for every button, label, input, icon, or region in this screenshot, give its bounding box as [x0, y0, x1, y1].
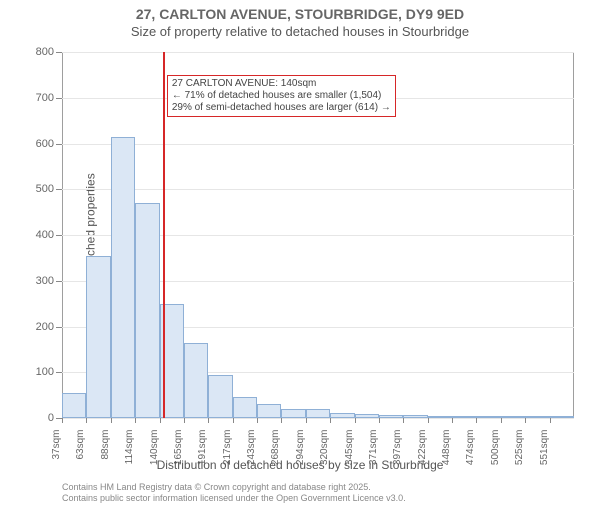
ytick [56, 235, 62, 236]
xtick [501, 418, 502, 423]
footer-line-2: Contains public sector information licen… [62, 493, 406, 504]
xtick [233, 418, 234, 423]
xtick [62, 418, 63, 423]
histogram-bar [135, 203, 159, 418]
annotation-line2: 29% of semi-detached houses are larger (… [172, 102, 391, 114]
annotation-label: 27 CARLTON AVENUE: 140sqm [172, 78, 391, 90]
histogram-bar [62, 393, 86, 418]
ytick-label: 700 [36, 92, 54, 104]
xtick [550, 418, 551, 423]
histogram-bar [208, 375, 232, 418]
gridline [62, 144, 574, 145]
xtick [403, 418, 404, 423]
ytick [56, 98, 62, 99]
plot-area: 010020030040050060070080037sqm63sqm88sqm… [62, 52, 574, 418]
histogram-bar [281, 409, 305, 418]
xtick [379, 418, 380, 423]
histogram-bar [355, 414, 379, 418]
ytick [56, 327, 62, 328]
gridline [62, 418, 574, 419]
footer-line-1: Contains HM Land Registry data © Crown c… [62, 482, 406, 493]
ytick [56, 281, 62, 282]
xtick [330, 418, 331, 423]
xtick [135, 418, 136, 423]
histogram-bar [330, 413, 354, 418]
ytick [56, 52, 62, 53]
ytick-label: 400 [36, 229, 54, 241]
chart-subtitle: Size of property relative to detached ho… [0, 24, 600, 39]
annotation-box: 27 CARLTON AVENUE: 140sqm← 71% of detach… [167, 75, 396, 117]
marker-line [163, 52, 165, 418]
xtick-label: 37sqm [51, 430, 62, 460]
xtick [86, 418, 87, 423]
ytick-label: 800 [36, 46, 54, 58]
ytick [56, 144, 62, 145]
ytick-label: 200 [36, 321, 54, 333]
histogram-bar [111, 137, 135, 418]
ytick-label: 300 [36, 275, 54, 287]
xtick [111, 418, 112, 423]
ytick-label: 100 [36, 366, 54, 378]
xtick [160, 418, 161, 423]
histogram-bar [184, 343, 208, 418]
chart-container: 27, CARLTON AVENUE, STOURBRIDGE, DY9 9ED… [0, 6, 600, 506]
histogram-bar [476, 416, 500, 418]
histogram-bar [550, 416, 574, 418]
ytick-label: 0 [48, 412, 54, 424]
xtick [355, 418, 356, 423]
x-axis-label: Distribution of detached houses by size … [0, 458, 600, 472]
ytick [56, 189, 62, 190]
histogram-bar [379, 415, 403, 418]
xtick [184, 418, 185, 423]
histogram-bar [501, 416, 525, 418]
histogram-bar [306, 409, 330, 418]
xtick [525, 418, 526, 423]
xtick [208, 418, 209, 423]
histogram-bar [428, 416, 452, 418]
histogram-bar [86, 256, 110, 418]
histogram-bar [257, 404, 281, 418]
histogram-bar [403, 415, 427, 418]
histogram-bar [452, 416, 476, 418]
xtick [476, 418, 477, 423]
xtick-label: 88sqm [100, 430, 111, 460]
xtick [306, 418, 307, 423]
xtick [452, 418, 453, 423]
xtick-label: 63sqm [75, 430, 86, 460]
histogram-bar [525, 416, 549, 418]
ytick-label: 600 [36, 138, 54, 150]
ytick-label: 500 [36, 183, 54, 195]
chart-title: 27, CARLTON AVENUE, STOURBRIDGE, DY9 9ED [0, 6, 600, 22]
gridline [62, 189, 574, 190]
xtick [428, 418, 429, 423]
histogram-bar [233, 397, 257, 418]
ytick [56, 372, 62, 373]
annotation-line1: ← 71% of detached houses are smaller (1,… [172, 90, 391, 102]
xtick [257, 418, 258, 423]
xtick [281, 418, 282, 423]
gridline [62, 52, 574, 53]
footer: Contains HM Land Registry data © Crown c… [62, 482, 406, 504]
